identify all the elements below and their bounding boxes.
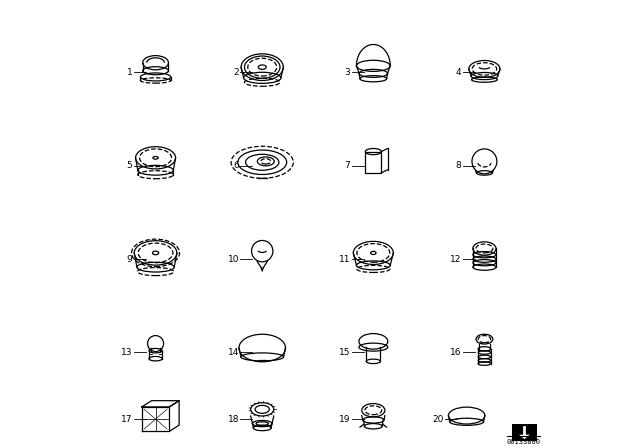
Text: 5: 5 <box>127 161 132 170</box>
Text: 7: 7 <box>344 161 350 170</box>
Text: 19: 19 <box>339 414 350 424</box>
Text: 20: 20 <box>432 414 444 424</box>
Bar <box>512 424 537 441</box>
Text: 4: 4 <box>456 68 461 77</box>
Text: 0013S800: 0013S800 <box>506 439 540 445</box>
Text: 18: 18 <box>228 414 239 424</box>
Text: 2: 2 <box>234 68 239 77</box>
Text: 9: 9 <box>127 254 132 263</box>
Text: 1: 1 <box>127 68 132 77</box>
Text: 16: 16 <box>450 348 461 357</box>
Text: 8: 8 <box>456 161 461 170</box>
Text: 15: 15 <box>339 348 350 357</box>
Text: 3: 3 <box>344 68 350 77</box>
Polygon shape <box>519 435 530 439</box>
Text: 13: 13 <box>121 348 132 357</box>
Text: 6: 6 <box>234 161 239 170</box>
Text: 10: 10 <box>228 254 239 263</box>
Text: 11: 11 <box>339 254 350 263</box>
Text: 12: 12 <box>450 254 461 263</box>
Text: 17: 17 <box>121 414 132 424</box>
Bar <box>365 151 381 173</box>
Text: 14: 14 <box>228 348 239 357</box>
